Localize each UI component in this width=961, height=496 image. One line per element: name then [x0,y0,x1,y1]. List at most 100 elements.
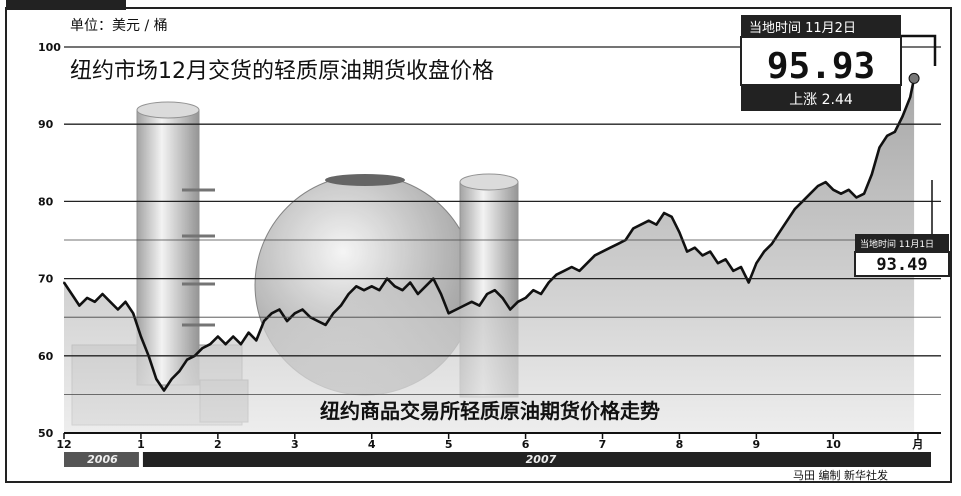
credit-text: 马田 编制 新华社发 [793,468,888,482]
price-point [770,242,773,245]
price-point [609,246,612,249]
price-point [901,115,904,118]
year-band-2007 [142,452,932,467]
price-point [863,192,865,195]
x-tick-label-12: 12 [56,438,71,451]
y-tick-label-60: 60 [38,350,54,363]
x-tick-label-9: 9 [753,438,761,451]
price-point [270,312,273,315]
price-point [132,312,135,315]
callout-nov1-date: 当地时间 11月1日 [860,238,934,250]
price-point [593,254,596,257]
price-point [763,250,765,253]
price-point [178,370,181,373]
price-point [616,242,619,245]
price-point [155,378,158,380]
chart-subtitle: 纽约商品交易所轻质原油期货价格走势 [320,399,660,423]
price-point [893,131,896,133]
price-point [224,343,227,346]
price-point [516,300,519,303]
price-point [809,192,812,195]
price-point [370,285,373,288]
x-tick-label-4: 4 [368,438,376,451]
price-point [324,324,327,326]
price-point [470,300,473,303]
price-point [847,188,850,191]
price-point [316,320,319,322]
price-line [62,78,916,392]
price-point [247,331,250,334]
price-point [701,254,704,257]
price-point [555,273,558,276]
price-point [509,308,512,311]
price-point [547,281,550,284]
price-point [109,300,112,303]
price-point [570,266,573,268]
price-point [909,96,912,99]
x-tick-label-月: 月 [911,438,923,451]
year-label-2006: 2006 [87,453,118,466]
price-point [724,258,727,261]
price-point [486,293,489,295]
price-point [170,378,173,380]
price-point [670,215,673,218]
price-point [640,223,642,226]
callout-nov2-value: 95.93 [767,46,875,87]
price-point [393,285,396,288]
price-point [332,312,335,315]
price-point [878,146,881,149]
price-point [563,269,565,272]
price-point [93,300,96,303]
price-point [440,293,442,295]
price-point [301,308,304,311]
latest-price-marker [908,72,920,84]
top-tab [6,0,126,10]
callout-nov1: 当地时间 11月1日 93.49 [854,180,950,277]
price-point [278,308,281,311]
price-point [647,219,650,222]
y-tick-label-70: 70 [38,273,54,286]
unit-label: 单位：美元 / 桶 [70,18,168,34]
price-point [163,389,165,392]
price-point [286,320,288,322]
price-point [124,300,127,303]
callout-nov2: 当地时间 11月2日 95.93 上涨 2.44 [740,15,937,111]
price-point [116,308,119,311]
price-point [686,250,689,253]
price-point [632,227,635,230]
price-point [424,285,427,288]
price-point [340,304,342,307]
price-point [817,185,819,187]
price-point [886,134,889,137]
price-point [355,285,358,288]
price-point [601,250,604,253]
y-tick-label-100: 100 [38,41,61,54]
price-point [101,293,104,295]
price-point [532,289,535,292]
price-point [186,358,188,361]
price-point [655,223,658,226]
price-point [78,304,81,307]
price-point [586,262,589,265]
year-label-2007: 2007 [526,453,557,466]
chart-title: 纽约市场12月交货的轻质原油期货收盘价格 [70,59,494,84]
x-tick-label-2: 2 [214,438,222,451]
price-point [70,293,73,295]
chart-frame [5,7,952,483]
x-tick-label-6: 6 [522,438,530,451]
price-area [64,78,915,434]
x-tick-label-7: 7 [599,438,607,451]
price-point [363,289,365,292]
price-point [447,312,450,315]
price-point [493,289,496,292]
x-tick-label-5: 5 [445,438,453,451]
y-tick-label-80: 80 [38,195,54,208]
price-point [478,304,481,307]
x-tick-label-3: 3 [291,438,299,451]
price-point [578,269,581,272]
callout-nov2-date: 当地时间 11月2日 [749,21,856,36]
price-point [463,304,465,307]
price-point [717,262,719,265]
